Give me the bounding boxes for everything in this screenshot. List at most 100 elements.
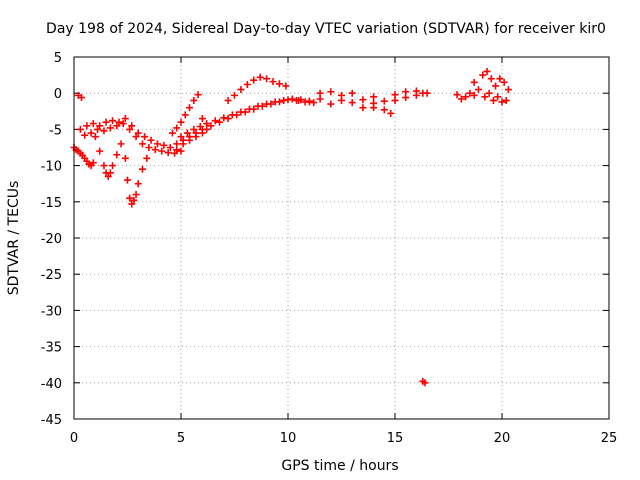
data-point-arc-rise-2 (228, 111, 236, 119)
data-point-arc-late-2 (487, 75, 495, 83)
data-point-arc-peak (275, 80, 283, 88)
data-point-arc-low-2 (128, 200, 136, 208)
y-axis-ticks: 5 0 -5 -10 -15 -20 -25 -30 -35 -40 -45 (41, 51, 609, 428)
data-point-arc-main-2 (113, 122, 121, 130)
y-tick-label: 5 (54, 51, 62, 66)
data-point-arc-main-1 (166, 144, 174, 151)
data-point-arc-late-1 (457, 95, 465, 103)
data-point-arc-flat-upper (316, 89, 324, 97)
data-point-arc-main-2 (87, 129, 95, 137)
data-point-arc-main-2 (132, 133, 140, 141)
x-tick-label: 0 (70, 431, 78, 446)
data-point-arc-flat-upper (327, 88, 335, 96)
data-point-arc-flat-low (380, 106, 388, 114)
x-tick-label: 15 (387, 431, 404, 446)
data-point-arc-rise-1 (207, 122, 215, 130)
x-tick-label: 5 (177, 431, 185, 446)
data-point-arc-flat-low (359, 104, 367, 112)
data-point-arc-flat-upper (402, 88, 410, 96)
data-point-arc-peak (282, 82, 290, 90)
data-point-arc-main-2 (171, 149, 179, 157)
data-point-arc-flat (359, 96, 367, 104)
data-point-arc-low-1 (96, 147, 104, 155)
data-point-arc-late-2 (496, 75, 504, 83)
data-point-arc-late-1 (466, 89, 474, 97)
data-point-arc-flat (327, 100, 335, 108)
data-point-arc-low-1 (106, 169, 114, 177)
data-point-arc-peak (224, 96, 232, 104)
data-point-arc-main-1 (121, 115, 129, 123)
data-point-arc-flat-upper (370, 93, 378, 101)
data-point-arc-late-2 (492, 82, 500, 90)
data-point-arc-steep (177, 118, 185, 126)
data-point-arc-rise-2 (177, 133, 185, 141)
data-point-arc-flat (295, 96, 303, 104)
data-point-arc-low-2 (134, 180, 142, 188)
data-point-arc-main-1 (109, 117, 117, 125)
data-point-arc-main-1 (102, 118, 110, 126)
data-point-arc-main-2 (100, 127, 108, 135)
data-point-arc-late-2 (479, 71, 487, 79)
data-point-arc-flat-upper (338, 91, 345, 99)
data-point-arc-peak (231, 91, 238, 99)
data-point-arc-main-1 (147, 136, 155, 144)
data-point-arc-main-1 (96, 122, 104, 130)
data-point-arc-rise-2 (245, 105, 253, 113)
y-axis-label: SDTVAR / TECUs (6, 181, 22, 296)
data-point-arc-flat-low (387, 109, 395, 117)
data-point-arc-rise-2 (211, 117, 219, 125)
data-point-arc-low-2 (130, 196, 138, 204)
data-point-arc-main-1 (76, 125, 84, 133)
x-axis-label: GPS time / hours (281, 458, 398, 474)
data-point-arc-low-2 (124, 176, 131, 184)
data-point-arc-main-2 (158, 147, 166, 155)
data-point-arc-main-2 (94, 125, 102, 133)
data-point-arc-rise-2 (183, 129, 191, 137)
y-tick-label: 0 (54, 87, 62, 102)
data-point-arc-peak (269, 78, 277, 86)
data-point-arc-late-2 (483, 67, 491, 75)
x-tick-label: 25 (601, 431, 618, 446)
data-point-arc-peak (250, 76, 258, 84)
data-point-arc-low-1 (100, 162, 108, 170)
data-point-arc-rise-2 (263, 100, 271, 108)
data-point-arc-main-2 (177, 147, 185, 155)
data-point-arc-late-3 (494, 93, 502, 101)
y-tick-label: -20 (41, 232, 62, 247)
data-point-arc-main-1 (83, 122, 91, 130)
data-point-arc-rise-2 (280, 96, 288, 104)
data-point-arc-peak (237, 86, 245, 94)
data-point-arc-low-2 (126, 194, 134, 202)
data-point-arc-late-3 (498, 98, 506, 106)
plot-frame (73, 56, 610, 420)
data-point-arc-late-3 (481, 93, 489, 101)
data-point-arc-rise-1 (192, 129, 200, 137)
data-point-arc-rise-2 (271, 98, 279, 106)
data-point-arc-start-point (77, 94, 85, 102)
data-point-arc-main-1 (141, 133, 149, 141)
data-point-arc-main-2 (119, 120, 127, 128)
data-point-arc-main-1 (134, 129, 142, 137)
data-point-arc-flat (305, 98, 313, 106)
data-point-arc-main-1 (160, 141, 168, 149)
data-point-arc-flat (380, 97, 388, 105)
data-point-arc-flat (348, 99, 356, 107)
data-point-arc-low-2 (132, 191, 140, 199)
data-point-arc-main-2 (138, 140, 146, 148)
y-tick-label: -35 (41, 341, 62, 356)
data-points (70, 67, 512, 387)
data-point-arc-peak (243, 81, 251, 89)
data-point-arc-late-1 (470, 91, 478, 99)
data-point-arc-rise-2 (237, 108, 245, 116)
grid-lines (74, 57, 609, 419)
data-point-arc-outlier (421, 379, 429, 387)
data-point-arc-late-1 (453, 91, 461, 99)
data-point-arc-steep (186, 104, 194, 112)
data-point-arc-main-2 (81, 131, 89, 139)
data-point-arc-rise-1 (173, 140, 181, 148)
data-point-arc-steep (203, 125, 211, 133)
y-tick-label: -30 (41, 304, 62, 319)
data-point-arc-steep (173, 124, 181, 132)
data-point-arc-rise-1 (179, 136, 187, 144)
